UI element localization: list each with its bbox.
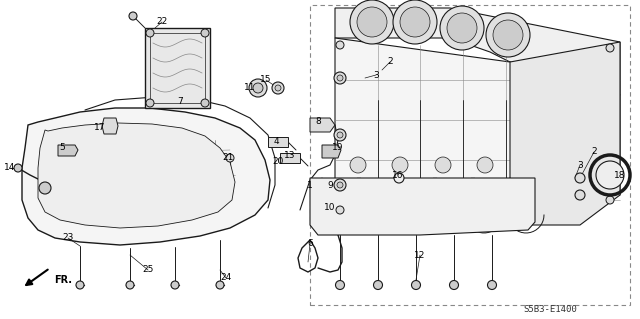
Text: 21: 21 — [222, 153, 234, 162]
Text: 16: 16 — [392, 170, 404, 180]
Polygon shape — [38, 123, 235, 228]
Circle shape — [334, 129, 346, 141]
Text: FR.: FR. — [54, 275, 72, 285]
Polygon shape — [310, 118, 335, 132]
Text: 7: 7 — [177, 98, 183, 107]
Circle shape — [249, 79, 267, 97]
Text: 13: 13 — [284, 151, 296, 160]
Circle shape — [337, 132, 343, 138]
Polygon shape — [335, 8, 620, 95]
Circle shape — [449, 280, 458, 290]
Text: 10: 10 — [324, 204, 336, 212]
Circle shape — [146, 29, 154, 37]
Text: 22: 22 — [156, 18, 168, 26]
Circle shape — [350, 157, 366, 173]
Text: 24: 24 — [220, 273, 232, 283]
Polygon shape — [280, 153, 300, 163]
Circle shape — [76, 281, 84, 289]
Circle shape — [336, 41, 344, 49]
Text: 2: 2 — [591, 147, 597, 157]
Circle shape — [447, 13, 477, 43]
Circle shape — [575, 173, 585, 183]
Text: 23: 23 — [62, 234, 74, 242]
Text: 6: 6 — [307, 240, 313, 249]
Polygon shape — [335, 38, 620, 225]
Circle shape — [216, 281, 224, 289]
Text: 14: 14 — [4, 164, 16, 173]
Circle shape — [334, 179, 346, 191]
Circle shape — [201, 29, 209, 37]
Text: 5: 5 — [59, 144, 65, 152]
Circle shape — [337, 182, 343, 188]
Circle shape — [253, 83, 263, 93]
Circle shape — [486, 13, 530, 57]
Circle shape — [350, 0, 394, 44]
Text: 1: 1 — [307, 181, 313, 189]
Text: 19: 19 — [332, 144, 344, 152]
Text: 2: 2 — [387, 57, 393, 66]
Text: 3: 3 — [373, 70, 379, 79]
Text: 20: 20 — [272, 158, 284, 167]
Circle shape — [357, 7, 387, 37]
Polygon shape — [58, 145, 78, 156]
Bar — [150, 33, 205, 103]
Bar — [145, 28, 210, 108]
Polygon shape — [322, 145, 341, 158]
Circle shape — [606, 44, 614, 52]
Text: 8: 8 — [315, 117, 321, 127]
Text: 15: 15 — [260, 76, 272, 85]
Text: 12: 12 — [414, 250, 426, 259]
Circle shape — [575, 190, 585, 200]
Circle shape — [392, 157, 408, 173]
Circle shape — [39, 182, 51, 194]
Circle shape — [272, 82, 284, 94]
Polygon shape — [510, 42, 620, 225]
Text: 4: 4 — [273, 137, 279, 146]
Circle shape — [400, 7, 430, 37]
Circle shape — [493, 20, 523, 50]
Circle shape — [596, 161, 624, 189]
Polygon shape — [22, 108, 270, 245]
Text: 18: 18 — [614, 170, 626, 180]
Circle shape — [201, 99, 209, 107]
Circle shape — [440, 6, 484, 50]
Text: 17: 17 — [94, 123, 106, 132]
Circle shape — [226, 154, 234, 162]
Circle shape — [335, 280, 344, 290]
Text: 25: 25 — [142, 265, 154, 275]
Circle shape — [337, 75, 343, 81]
Polygon shape — [268, 137, 288, 147]
Text: S5B3-E1400: S5B3-E1400 — [523, 305, 577, 314]
Circle shape — [336, 206, 344, 214]
Circle shape — [477, 157, 493, 173]
Circle shape — [334, 72, 346, 84]
Polygon shape — [310, 178, 535, 235]
Circle shape — [146, 99, 154, 107]
Circle shape — [374, 280, 383, 290]
Text: 11: 11 — [244, 84, 256, 93]
Circle shape — [393, 0, 437, 44]
Circle shape — [171, 281, 179, 289]
Circle shape — [14, 164, 22, 172]
Bar — [310, 5, 630, 305]
Circle shape — [435, 157, 451, 173]
Circle shape — [488, 280, 497, 290]
Circle shape — [394, 173, 404, 183]
Circle shape — [129, 12, 137, 20]
Polygon shape — [102, 118, 118, 134]
Text: 3: 3 — [577, 160, 583, 169]
Circle shape — [412, 280, 420, 290]
Circle shape — [126, 281, 134, 289]
Text: 9: 9 — [327, 181, 333, 189]
Circle shape — [606, 196, 614, 204]
Circle shape — [275, 85, 281, 91]
